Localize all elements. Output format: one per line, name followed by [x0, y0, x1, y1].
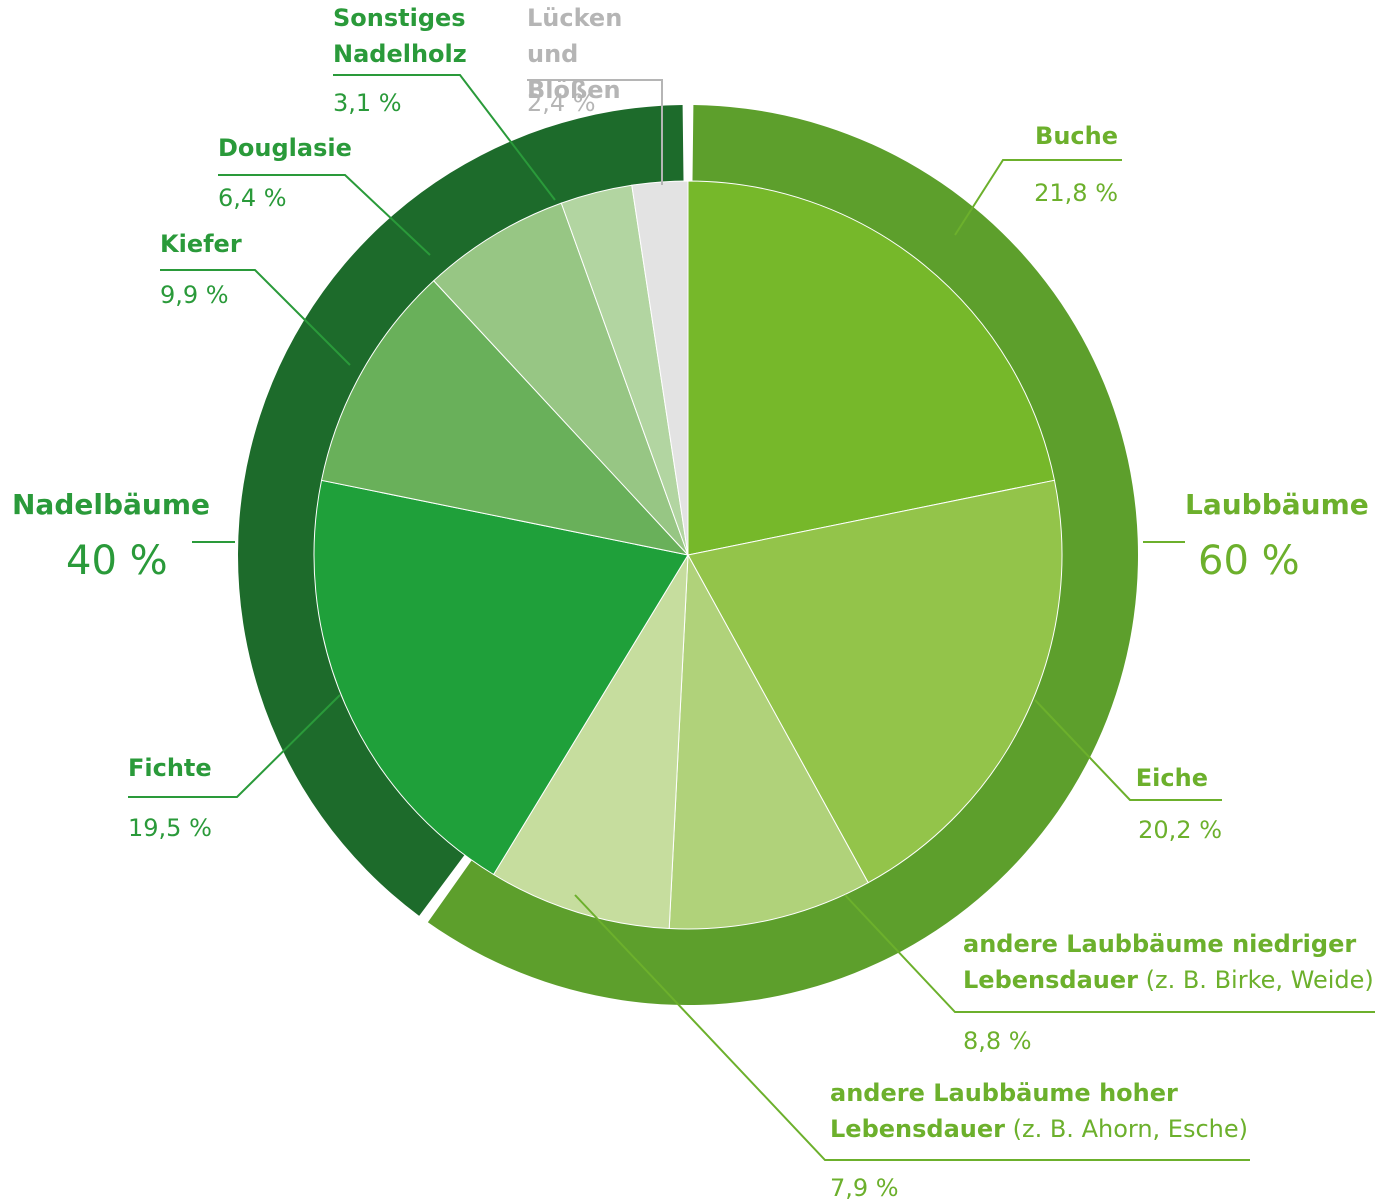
- pie-slice: [668, 553, 869, 930]
- leader-line: [218, 174, 431, 256]
- leader-line: [574, 894, 1250, 1161]
- slice-label: Eiche: [908, 760, 1208, 796]
- slice-label: Lücken und Blößen: [527, 0, 677, 108]
- value-label: 8,8 %: [963, 1027, 1032, 1055]
- leader-line: [844, 894, 1375, 1013]
- value-label: 6,4 %: [218, 184, 287, 212]
- group-value: 60 %: [1198, 538, 1300, 584]
- value-label: 21,8 %: [1034, 179, 1118, 207]
- pie-slice: [631, 180, 689, 556]
- pie-slice: [492, 554, 689, 930]
- group-ring: [427, 105, 1139, 1005]
- pie-slice: [687, 479, 1063, 884]
- slice-label: andere Laubbäume hoher Lebensdauer (z. B…: [830, 1075, 1260, 1147]
- leader-line: [333, 74, 556, 201]
- category-name: andere Laubbäume hoher Lebensdauer: [830, 1079, 1178, 1143]
- value-label: 19,5 %: [128, 814, 212, 842]
- leader-line: [1034, 699, 1222, 801]
- value-label: 2,4 %: [527, 89, 596, 117]
- category-detail: (z. B. Birke, Weide): [1145, 966, 1374, 994]
- category-name: Eiche: [1135, 764, 1208, 792]
- value-label: 7,9 %: [830, 1174, 899, 1202]
- value-label: 20,2 %: [1138, 816, 1222, 844]
- group-name: Nadelbäume: [12, 488, 210, 521]
- slice-label: Buche: [818, 118, 1118, 154]
- slice-label: Douglasie: [218, 130, 418, 166]
- value-label: 3,1 %: [333, 89, 402, 117]
- leader-line: [160, 269, 351, 366]
- category-name: andere Laubbäume niedriger Lebensdauer: [963, 930, 1357, 994]
- value-label: 9,9 %: [160, 281, 229, 309]
- slice-label: andere Laubbäume niedriger Lebensdauer (…: [963, 926, 1383, 998]
- category-name: Kiefer: [160, 230, 242, 258]
- slice-label: Sonstiges Nadelholz: [333, 0, 483, 72]
- category-name: Fichte: [128, 754, 212, 782]
- leader-line: [128, 694, 341, 798]
- leader-line: [954, 159, 1122, 236]
- slice-label: Fichte: [128, 750, 328, 786]
- group-value: 40 %: [66, 538, 168, 584]
- group-name: Laubbäume: [1185, 488, 1369, 521]
- pie-slice: [320, 280, 690, 556]
- category-name: Sonstiges Nadelholz: [333, 4, 467, 68]
- pie-slice: [687, 180, 1056, 556]
- category-name: Lücken und Blößen: [527, 4, 623, 104]
- category-detail: (z. B. Ahorn, Esche): [1012, 1115, 1248, 1143]
- pie-slice: [313, 479, 689, 876]
- category-name: Buche: [1035, 122, 1118, 150]
- pie-slice: [432, 202, 689, 556]
- category-name: Douglasie: [218, 134, 352, 162]
- slice-label: Kiefer: [160, 226, 360, 262]
- leader-line: [527, 79, 663, 185]
